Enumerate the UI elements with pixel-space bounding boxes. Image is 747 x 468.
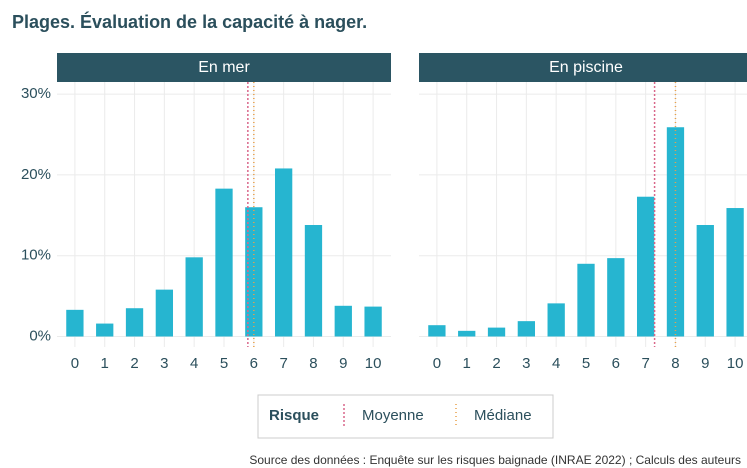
bar <box>155 289 174 337</box>
bar <box>215 188 233 337</box>
legend-label: Médiane <box>474 407 532 424</box>
legend-title: Risque <box>269 407 319 424</box>
bar <box>304 225 323 337</box>
x-tick-label: 7 <box>641 355 649 372</box>
bar <box>607 258 625 337</box>
x-tick-label: 10 <box>727 355 744 372</box>
bar <box>696 225 714 337</box>
y-tick-label: 30% <box>21 85 51 102</box>
x-tick-label: 2 <box>130 355 138 372</box>
y-tick-label: 20% <box>21 166 51 183</box>
x-tick-label: 6 <box>250 355 258 372</box>
bar <box>726 208 744 337</box>
x-tick-label: 7 <box>279 355 287 372</box>
bar <box>96 323 114 337</box>
panel-title: En piscine <box>549 59 623 76</box>
bar <box>125 308 144 337</box>
x-tick-label: 1 <box>101 355 109 372</box>
bar <box>487 327 506 337</box>
x-tick-label: 9 <box>339 355 347 372</box>
x-tick-label: 1 <box>463 355 471 372</box>
bar <box>66 309 84 337</box>
bar <box>334 305 352 337</box>
x-tick-label: 4 <box>190 355 198 372</box>
bar <box>666 127 685 337</box>
bar <box>428 325 446 337</box>
bar <box>517 321 536 337</box>
y-tick-label: 10% <box>21 247 51 264</box>
legend-box <box>257 394 554 439</box>
source: Source des données : Enquête sur les ris… <box>249 453 741 467</box>
x-tick-label: 2 <box>492 355 500 372</box>
bar <box>364 306 382 337</box>
panel-strip <box>419 53 747 82</box>
panel-title: En mer <box>198 59 250 76</box>
x-tick-label: 10 <box>365 355 382 372</box>
y-tick-label: 0% <box>29 327 51 344</box>
bar <box>458 330 476 337</box>
x-tick-label: 5 <box>582 355 590 372</box>
bar <box>274 168 293 337</box>
bar <box>245 207 263 337</box>
x-tick-label: 5 <box>220 355 228 372</box>
x-tick-label: 8 <box>671 355 679 372</box>
x-tick-label: 9 <box>701 355 709 372</box>
bar <box>547 303 565 337</box>
legend-label: Moyenne <box>362 407 424 424</box>
x-tick-label: 0 <box>71 355 79 372</box>
x-tick-label: 0 <box>433 355 441 372</box>
x-tick-label: 8 <box>309 355 317 372</box>
x-tick-label: 4 <box>552 355 560 372</box>
x-tick-label: 6 <box>612 355 620 372</box>
x-tick-label: 3 <box>160 355 168 372</box>
x-tick-label: 3 <box>522 355 530 372</box>
bar <box>185 257 203 337</box>
chart-title: Plages. Évaluation de la capacité à nage… <box>12 11 367 32</box>
panel-strip <box>57 53 391 82</box>
bar <box>636 196 655 337</box>
bar <box>577 263 595 337</box>
